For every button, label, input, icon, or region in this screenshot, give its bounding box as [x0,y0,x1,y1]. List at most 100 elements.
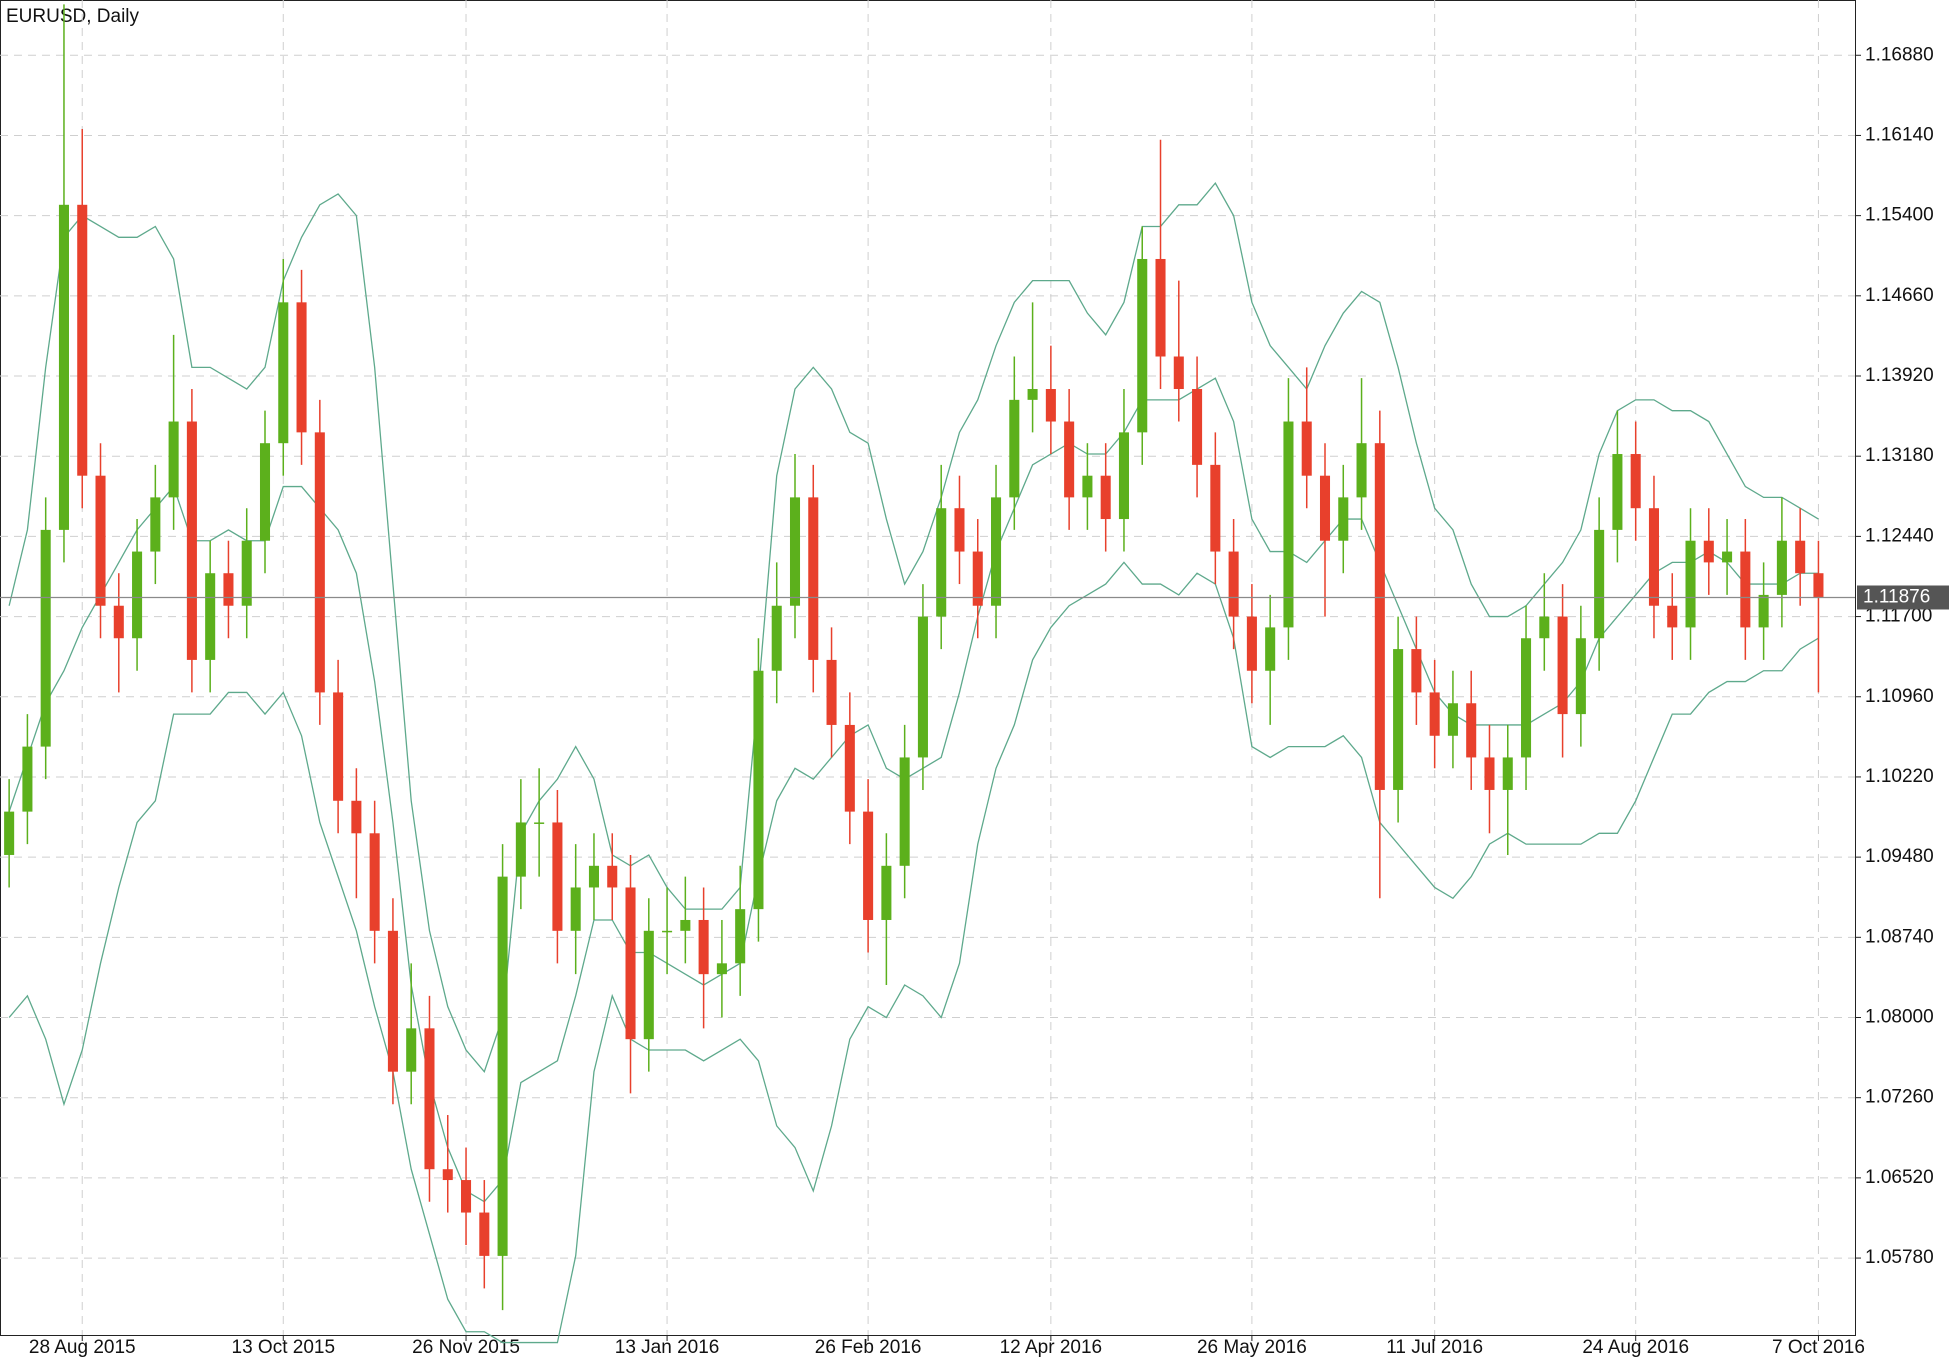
y-tick-label: 1.08740 [1865,926,1934,947]
candle-body [1703,540,1714,563]
candle-body [351,800,362,834]
y-tick-label: 1.16880 [1865,44,1934,65]
candle-body [1265,627,1276,671]
candle-body [753,670,764,910]
candle-body [1612,454,1623,530]
candle-body [1246,616,1257,671]
candle-body [1648,508,1659,606]
candle-body [1667,605,1678,628]
candle-body [150,497,161,552]
candle-body [479,1212,490,1256]
candle-body [95,475,106,606]
chart-title: EURUSD, Daily [6,6,140,27]
candle-body [954,508,965,552]
candle-body [808,497,819,660]
candle-body [1356,443,1367,498]
candle-body [625,887,636,1040]
candle-body [1557,616,1568,715]
candle-body [1100,475,1111,520]
x-tick-label: 13 Jan 2016 [615,1337,720,1357]
candle-body [1466,703,1477,758]
x-tick-label: 11 Jul 2016 [1386,1337,1483,1357]
candle-body [515,822,526,877]
candle-body [588,865,599,888]
candle-body [1045,389,1056,422]
candle-body [1685,540,1696,628]
candle-body [1776,540,1787,595]
y-tick-label: 1.15400 [1865,205,1934,226]
candle-body [296,302,307,433]
y-tick-label: 1.11700 [1865,606,1932,627]
x-tick-label: 26 Feb 2016 [815,1337,922,1357]
candle-body [1374,443,1385,790]
candle-body [168,421,179,498]
bollinger-band [8,561,1819,1344]
candle-body [789,497,801,606]
bollinger-band [8,377,1819,1203]
candle-body [771,605,782,671]
candle-body [1009,399,1020,498]
candle-body [552,822,563,931]
candle-body [406,1028,417,1072]
candle-body [863,811,874,920]
candle-body [22,746,33,812]
candle-body [40,529,51,747]
y-tick-label: 1.07260 [1865,1087,1934,1108]
candle-body [1118,432,1129,520]
candle-body [1173,356,1184,390]
candle-body [534,822,545,824]
candle-body [387,930,398,1072]
candle-body [1630,454,1641,509]
candle-body [205,573,216,660]
x-tick-label: 24 Aug 2016 [1582,1337,1689,1357]
candle-body [662,930,673,933]
candle-body [735,909,746,964]
candle-body [1575,638,1586,715]
candle-body [442,1169,453,1181]
bollinger-band [8,181,1819,1073]
candle-body [936,508,947,617]
candle-body [899,757,910,866]
y-tick-label: 1.12440 [1865,525,1934,546]
candle-body [1502,757,1513,790]
y-tick-label: 1.16140 [1865,124,1934,145]
candle-body [1484,757,1495,790]
candle-body [1228,551,1239,617]
candle-body [1758,594,1769,628]
candle-body [1795,540,1806,574]
candle-body [113,605,124,639]
candle-body [369,833,380,931]
candle-body [1210,464,1221,552]
candle-body [1338,497,1349,541]
y-tick-label: 1.06520 [1865,1167,1934,1188]
candle-body [4,811,15,855]
x-tick-label: 12 Apr 2016 [1000,1337,1102,1357]
candle-body [1594,529,1605,639]
candle-body [1319,475,1331,541]
y-tick-label: 1.13920 [1865,365,1934,386]
candle-body [1137,258,1148,433]
candle-body [972,551,983,606]
candle-body [1082,475,1093,498]
candle-body [826,659,837,725]
candle-body [1740,551,1751,628]
candle-body [1192,389,1203,465]
x-tick-label: 26 Nov 2015 [412,1337,520,1357]
candle-body [77,204,88,476]
candle-body [1539,616,1550,639]
x-tick-label: 13 Oct 2015 [232,1337,336,1357]
y-tick-label: 1.08000 [1865,1007,1934,1028]
candle-body [570,887,581,931]
candle-body [223,573,234,606]
candle-body [186,421,197,660]
x-tick-label: 7 Oct 2016 [1772,1337,1865,1357]
candle-body [1064,421,1075,498]
candle-body [278,302,289,444]
candle-body [314,432,325,693]
y-tick-label: 1.10220 [1865,766,1934,787]
current-price-label: 1.11876 [1863,587,1930,608]
candle-body [1722,551,1733,563]
candle-body [1393,649,1404,790]
